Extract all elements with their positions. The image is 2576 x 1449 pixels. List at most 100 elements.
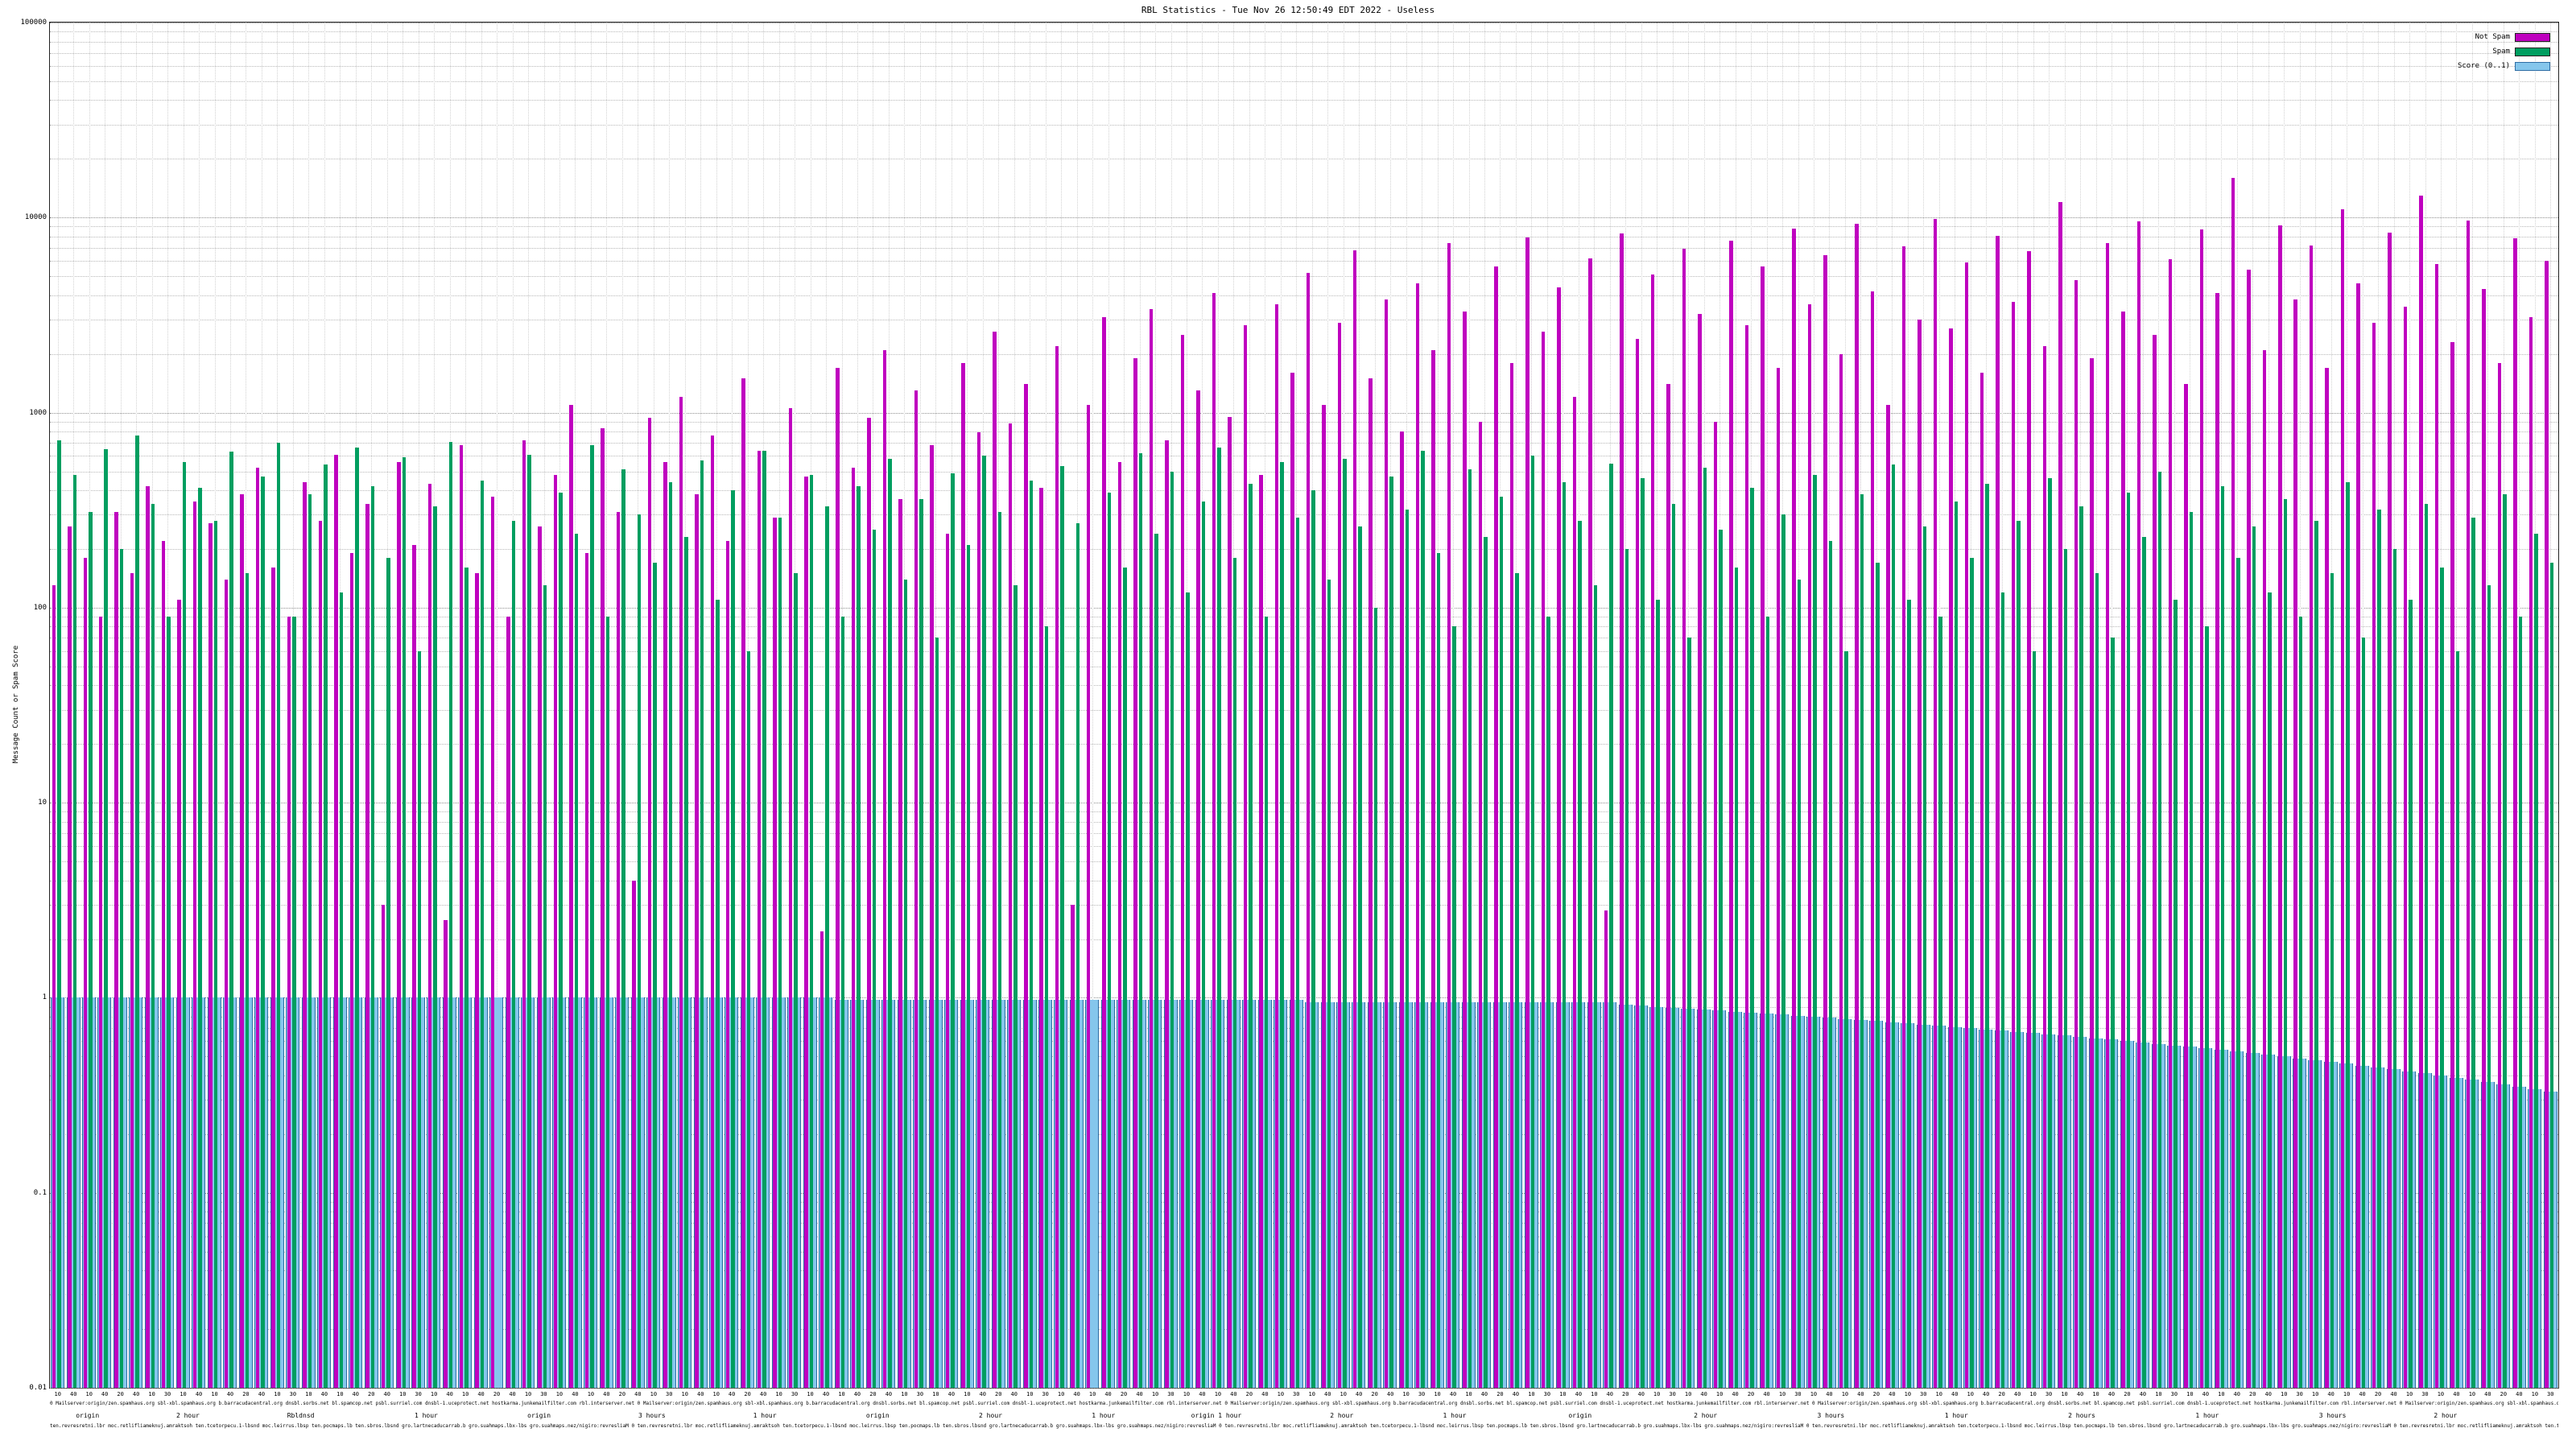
bar-not-spam <box>741 378 745 1388</box>
bar-spam <box>825 506 829 1388</box>
x-tick-label: 10 <box>1528 1391 1535 1397</box>
x-axis-microtext: 0 Mailserver:origin/zen.spamhaus.org sbl… <box>50 1401 2558 1406</box>
gridline-y-minor <box>50 471 2558 473</box>
x-tick-label: 30 <box>2296 1391 2303 1397</box>
bar-spam <box>840 616 845 1388</box>
y-tick-label: 100 <box>33 603 47 612</box>
x-group-label: 2 hour <box>979 1412 1002 1419</box>
bar-spam <box>731 490 735 1388</box>
x-tick-label: 10 <box>1715 1391 1724 1397</box>
bar-spam <box>2205 626 2209 1388</box>
x-tick-label: 20 <box>368 1391 375 1397</box>
bar-not-spam <box>208 523 213 1388</box>
x-tick-label: 40 <box>1104 1391 1112 1397</box>
bar-not-spam <box>1180 335 1185 1388</box>
x-tick-label: 10 <box>524 1391 532 1397</box>
x-group-label: 1 hour <box>1443 1412 1467 1419</box>
gridline-y-minor <box>50 832 2558 834</box>
x-group-label: origin <box>1568 1412 1592 1419</box>
gridline-y-minor <box>50 650 2558 652</box>
x-tick-label: 10 <box>1308 1391 1315 1397</box>
gridline-y-minor <box>50 939 2558 940</box>
bar-not-spam <box>1384 299 1389 1388</box>
bar-spam <box>1671 504 1676 1388</box>
gridline-y-minor <box>50 261 2558 262</box>
x-tick-label: 10 <box>2218 1391 2225 1397</box>
bar-spam <box>448 441 453 1388</box>
bar-not-spam <box>2309 245 2314 1388</box>
bar-spam <box>1154 533 1158 1388</box>
bar-not-spam <box>930 445 934 1388</box>
bar-not-spam <box>1918 320 1922 1388</box>
bar-spam <box>1765 616 1770 1388</box>
bar-spam <box>182 461 187 1388</box>
gridline-y-minor <box>50 1201 2558 1203</box>
bar-not-spam <box>68 526 72 1388</box>
bar-not-spam <box>679 397 683 1388</box>
x-tick-label: 40 <box>70 1391 77 1397</box>
x-tick-label: 30 <box>1167 1391 1174 1397</box>
bar-not-spam <box>1478 421 1483 1388</box>
bar-spam <box>919 499 923 1388</box>
bar-not-spam <box>98 616 103 1388</box>
x-tick-label: 30 <box>1669 1391 1676 1397</box>
x-tick-label: 10 <box>211 1391 218 1397</box>
bar-spam <box>997 511 1001 1388</box>
bar-spam <box>1938 616 1942 1388</box>
bar-not-spam <box>1870 291 1875 1388</box>
x-tick-label: 10 <box>2468 1391 2476 1397</box>
bar-not-spam <box>1337 322 1341 1388</box>
bar-spam <box>1781 514 1785 1388</box>
x-tick-label: 20 <box>2124 1391 2131 1397</box>
bar-not-spam <box>819 931 824 1388</box>
x-group-label: 2 hour <box>1694 1412 1718 1419</box>
bar-spam <box>2298 616 2303 1388</box>
bar-not-spam <box>1682 249 1686 1388</box>
bar-not-spam <box>2011 301 2016 1388</box>
bar-not-spam <box>1901 246 1906 1388</box>
gridline-y-minor <box>50 100 2558 101</box>
bar-not-spam <box>584 553 589 1388</box>
bar-spam <box>1546 616 1550 1388</box>
gridline-y-minor <box>50 124 2558 126</box>
bar-spam <box>872 530 877 1388</box>
bar-spam <box>1249 484 1253 1388</box>
gridline-y-minor <box>50 1236 2558 1237</box>
x-tick-label: 40 <box>2484 1391 2491 1397</box>
bar-not-spam <box>2090 358 2094 1388</box>
x-group-label: 1 hour <box>414 1412 438 1419</box>
bar-spam <box>2157 471 2162 1388</box>
bar-spam <box>2189 511 2194 1388</box>
bar-spam <box>2455 650 2460 1388</box>
x-tick-label: 40 <box>728 1391 736 1397</box>
bar-not-spam <box>318 520 323 1388</box>
bar-not-spam <box>993 332 997 1388</box>
bar-spam <box>229 452 233 1388</box>
bar-spam <box>2440 568 2444 1388</box>
bar-not-spam <box>303 482 307 1388</box>
bar-not-spam <box>2121 311 2125 1388</box>
bar-not-spam <box>522 440 526 1388</box>
bar-spam <box>982 456 986 1388</box>
gridline-y-minor <box>50 80 2558 82</box>
bar-not-spam <box>1713 421 1718 1388</box>
bar-not-spam <box>2403 306 2408 1388</box>
bar-not-spam <box>1102 316 1106 1388</box>
bar-not-spam <box>2513 238 2517 1388</box>
bar-spam <box>857 485 861 1388</box>
bar-not-spam <box>2231 177 2235 1388</box>
bar-spam <box>1013 585 1018 1388</box>
bar-spam <box>276 443 281 1388</box>
bar-not-spam <box>397 461 401 1388</box>
legend-swatch-not-spam <box>2515 32 2550 42</box>
x-tick-label: 30 <box>2170 1391 2178 1397</box>
x-tick-label: 40 <box>1951 1391 1959 1397</box>
x-tick-label: 40 <box>1324 1391 1331 1397</box>
x-group-label: origin 1 hour <box>1191 1412 1242 1419</box>
bar-spam <box>778 517 782 1388</box>
x-tick-label: 10 <box>1465 1391 1472 1397</box>
x-tick-label: 40 <box>1575 1391 1583 1397</box>
legend-row-spam: Spam <box>2492 47 2550 56</box>
bar-spam <box>1311 490 1315 1388</box>
bar-spam <box>1891 464 1896 1388</box>
